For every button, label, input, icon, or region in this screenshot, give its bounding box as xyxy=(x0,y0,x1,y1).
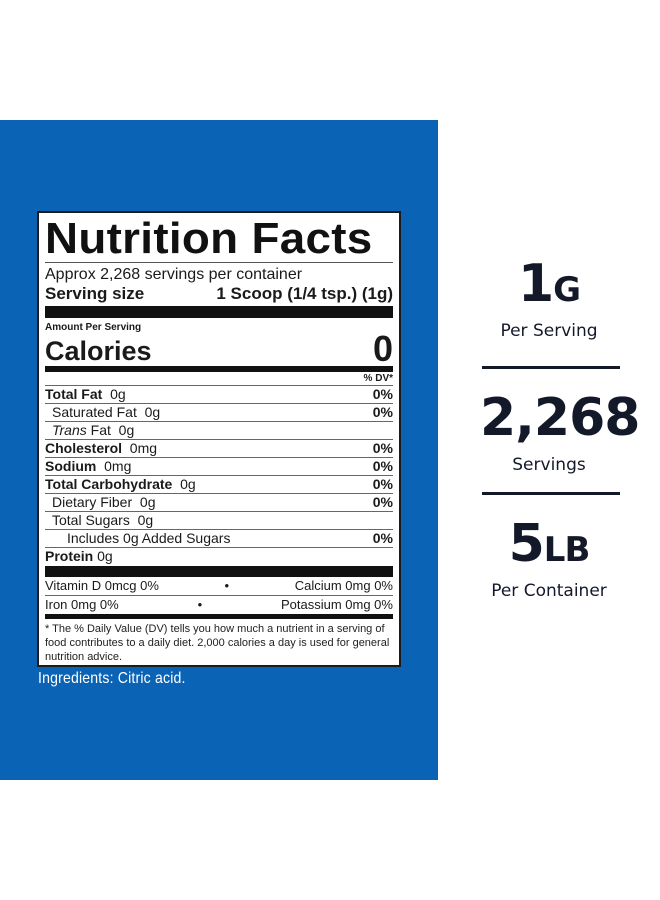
nutrient-dv: 0% xyxy=(372,530,393,546)
nutrient-name-suffix: Fat xyxy=(90,422,111,438)
nutrient-dv: 0% xyxy=(372,404,393,420)
nutrient-amount: 0g xyxy=(180,476,196,492)
ingredients-text: Ingredients: Citric acid. xyxy=(38,670,186,687)
stat-per-serving: 1G Per Serving xyxy=(480,254,618,342)
nutrient-name: Total Sugars xyxy=(52,512,130,528)
nutrient-row-added-sugars: Includes 0g Added Sugars 0% xyxy=(45,529,393,547)
stat-unit: G xyxy=(553,270,581,310)
vitamin-row: Vitamin D 0mcg 0% • Calcium 0mg 0% xyxy=(45,577,393,595)
nutrient-row-protein: Protein 0g xyxy=(45,547,393,565)
nutrient-name: Trans xyxy=(52,422,87,438)
calories-value: 0 xyxy=(372,328,393,369)
label-title: Nutrition Facts xyxy=(45,214,373,263)
daily-value-header: % DV* xyxy=(363,373,393,384)
nutrient-name: Cholesterol xyxy=(45,440,123,456)
nutrient-dv: 0% xyxy=(372,458,393,474)
nutrient-amount: 0g xyxy=(118,422,135,438)
nutrient-dv: 0% xyxy=(372,386,393,402)
nutrient-row-trans-fat: Trans Fat 0g xyxy=(45,421,393,439)
nutrient-name: Total Carbohydrate xyxy=(45,476,173,492)
nutrient-row-dietary-fiber: Dietary Fiber 0g 0% xyxy=(45,493,393,511)
nutrient-row-sodium: Sodium 0mg 0% xyxy=(45,457,393,475)
nutrient-name: Sodium xyxy=(45,458,97,474)
stat-divider xyxy=(482,366,620,369)
nutrient-dv: 0% xyxy=(372,494,393,510)
nutrient-name: Total Fat xyxy=(45,386,103,402)
nutrition-facts-label: Nutrition Facts Approx 2,268 servings pe… xyxy=(37,211,401,667)
amount-per-serving: Amount Per Serving xyxy=(45,322,142,333)
vitamin-divider xyxy=(45,566,393,577)
stat-per-container: 5LB Per Container xyxy=(480,514,618,602)
nutrient-amount: 0g xyxy=(139,494,156,510)
serving-size-row: Serving size 1 Scoop (1/4 tsp.) (1g) xyxy=(45,284,393,303)
vitamin-left: Vitamin D 0mcg 0% xyxy=(45,578,159,593)
serving-size-value: 1 Scoop (1/4 tsp.) (1g) xyxy=(216,284,393,303)
footnote-divider xyxy=(45,614,393,619)
thick-divider xyxy=(45,306,393,318)
divider xyxy=(45,262,393,263)
bullet-dot: • xyxy=(224,578,230,593)
nutrient-row-total-fat: Total Fat 0g 0% xyxy=(45,385,393,403)
nutrient-name: Includes 0g Added Sugars xyxy=(67,530,231,546)
stat-label: Per Serving xyxy=(500,321,598,341)
nutrient-name: Protein xyxy=(45,548,94,564)
nutrient-amount: 0mg xyxy=(129,440,158,456)
nutrient-dv: 0% xyxy=(372,476,393,492)
nutrient-row-total-carbohydrate: Total Carbohydrate 0g 0% xyxy=(45,475,393,493)
calories-label: Calories xyxy=(45,336,152,366)
nutrient-name: Dietary Fiber xyxy=(52,494,133,510)
vitamin-right: Calcium 0mg 0% xyxy=(294,578,393,593)
vitamin-row: Iron 0mg 0% • Potassium 0mg 0% xyxy=(45,595,393,613)
stat-value: 2,268 xyxy=(480,388,640,454)
bullet-dot: • xyxy=(197,597,203,612)
stat-number: 2,268 xyxy=(480,388,640,448)
daily-value-footnote: * The % Daily Value (DV) tells you how m… xyxy=(45,623,390,663)
nutrient-amount: 0g xyxy=(97,548,113,564)
nutrient-amount: 0mg xyxy=(104,458,132,474)
servings-per-container: Approx 2,268 servings per container xyxy=(45,266,303,283)
nutrient-row-cholesterol: Cholesterol 0mg 0% xyxy=(45,439,393,457)
stat-number: 1 xyxy=(517,254,554,314)
nutrient-row-saturated-fat: Saturated Fat 0g 0% xyxy=(45,403,393,421)
stat-unit: LB xyxy=(543,530,591,570)
stat-divider xyxy=(482,492,620,495)
stat-label: Servings xyxy=(512,455,586,475)
nutrient-amount: 0g xyxy=(137,512,154,528)
nutrient-amount: 0g xyxy=(110,386,126,402)
nutrient-row-total-sugars: Total Sugars 0g xyxy=(45,511,393,529)
stat-servings: 2,268 Servings xyxy=(480,388,640,476)
nutrient-name: Saturated Fat xyxy=(52,404,137,420)
stat-value: 1G xyxy=(480,254,618,320)
medium-divider xyxy=(45,366,393,372)
serving-size-label: Serving size xyxy=(45,284,145,303)
calories-row: Calories 0 xyxy=(45,328,393,369)
nutrient-amount: 0g xyxy=(144,404,161,420)
stat-label: Per Container xyxy=(491,581,607,601)
stat-value: 5LB xyxy=(480,514,618,580)
stat-number: 5 xyxy=(508,514,545,574)
nutrient-dv: 0% xyxy=(372,440,393,456)
vitamin-right: Potassium 0mg 0% xyxy=(280,597,393,612)
vitamin-left: Iron 0mg 0% xyxy=(45,597,119,612)
